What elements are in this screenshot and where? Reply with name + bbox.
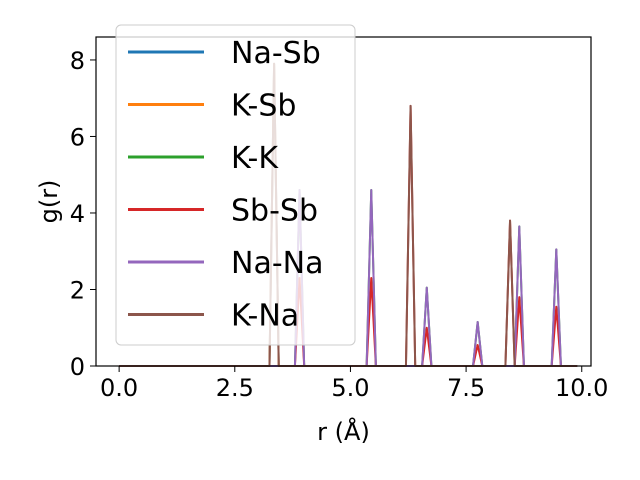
y-axis-ticks: 0 2 4 6 8: [70, 47, 96, 381]
x-tick-label: 5.0: [331, 374, 369, 402]
legend: Na-Sb K-Sb K-K Sb-Sb Na-Na K-Na: [115, 24, 356, 346]
x-tick-label: 2.5: [216, 374, 254, 402]
legend-label-sb-sb: Sb-Sb: [231, 194, 318, 229]
legend-label-na-na: Na-Na: [231, 246, 323, 281]
x-axis-ticks: 0.0 2.5 5.0 7.5 10.0: [100, 366, 608, 402]
y-tick-label: 4: [70, 200, 85, 228]
x-axis-label: r (Å): [317, 417, 370, 446]
legend-label-na-sb: Na-Sb: [231, 36, 321, 71]
legend-label-k-na: K-Na: [231, 299, 299, 334]
y-tick-label: 6: [70, 123, 85, 151]
x-tick-label: 10.0: [555, 374, 608, 402]
x-tick-label: 7.5: [447, 374, 485, 402]
y-axis-label: g(r): [35, 180, 63, 224]
legend-box: [115, 24, 356, 346]
legend-label-k-sb: K-Sb: [231, 89, 296, 124]
x-tick-label: 0.0: [100, 374, 138, 402]
legend-label-k-k: K-K: [231, 141, 279, 176]
y-tick-label: 0: [70, 353, 85, 381]
y-tick-label: 2: [70, 276, 85, 304]
y-tick-label: 8: [70, 47, 85, 75]
